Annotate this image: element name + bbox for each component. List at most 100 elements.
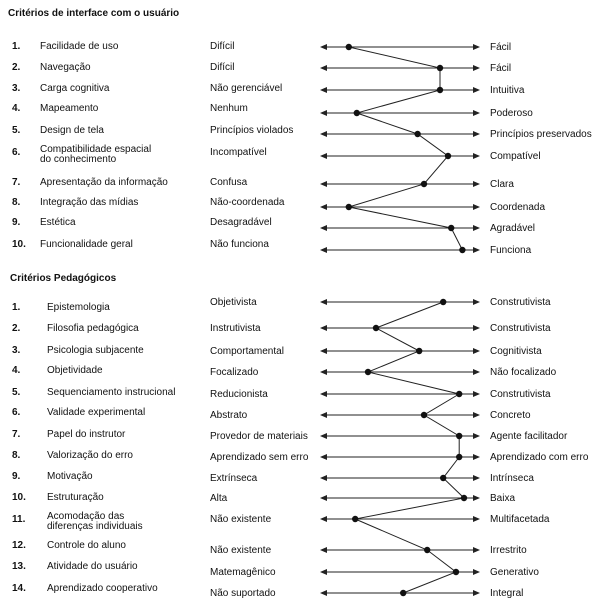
left-arrowhead: [320, 65, 327, 71]
right-anchor-label: Princípios preservados: [490, 129, 592, 140]
row-number: 2.: [12, 323, 21, 334]
left-arrowhead: [320, 131, 327, 137]
right-arrowhead: [473, 391, 480, 397]
left-arrowhead: [320, 433, 327, 439]
left-arrowhead: [320, 247, 327, 253]
right-arrowhead: [473, 475, 480, 481]
rating-dot: [436, 64, 444, 72]
rating-dot: [444, 152, 452, 160]
left-anchor-label: Não suportado: [210, 588, 276, 599]
rating-dot: [456, 432, 463, 440]
criterion-label: Motivação: [47, 471, 93, 482]
row-number: 7.: [12, 177, 21, 188]
row-number: 4.: [12, 365, 21, 376]
criterion-label: Epistemologia: [47, 302, 110, 313]
criterion-label: Validade experimental: [47, 407, 146, 418]
rating-dot: [414, 130, 421, 138]
criterion-label: Estruturação: [47, 492, 104, 503]
rating-dot: [345, 43, 352, 51]
rating-dot: [456, 390, 463, 398]
left-arrowhead: [320, 153, 327, 159]
left-anchor-label: Incompatível: [210, 147, 267, 158]
left-arrowhead: [320, 569, 327, 575]
rating-dot: [436, 86, 444, 94]
criterion-label: Sequenciamento instrucional: [47, 387, 176, 398]
right-arrowhead: [473, 131, 480, 137]
right-arrowhead: [473, 547, 480, 553]
left-anchor-label: Matemagênico: [210, 567, 276, 578]
right-anchor-label: Cognitivista: [490, 346, 542, 357]
left-anchor-label: Provedor de materiais: [210, 431, 308, 442]
right-anchor-label: Aprendizado com erro: [490, 452, 589, 463]
right-arrowhead: [473, 569, 480, 575]
left-anchor-label: Aprendizado sem erro: [210, 452, 309, 463]
criterion-label: Integração das mídias: [40, 197, 139, 208]
rating-dot: [420, 411, 428, 419]
right-anchor-label: Baixa: [490, 493, 516, 504]
right-arrowhead: [473, 204, 480, 210]
left-arrowhead: [320, 181, 327, 187]
left-arrowhead: [320, 590, 327, 596]
right-anchor-label: Agradável: [490, 223, 536, 234]
row-number: 11.: [12, 514, 26, 525]
left-arrowhead: [320, 348, 327, 354]
left-arrowhead: [320, 225, 327, 231]
rating-dot: [364, 368, 372, 376]
pedagogical-profile-line: [353, 301, 466, 594]
left-arrowhead: [320, 454, 327, 460]
right-anchor-label: Integral: [490, 588, 524, 599]
rating-dot: [456, 453, 463, 461]
left-anchor-label: Desagradável: [210, 217, 272, 228]
rating-dot: [416, 347, 423, 355]
right-arrowhead: [473, 454, 480, 460]
left-arrowhead: [320, 412, 327, 418]
right-anchor-label: Generativo: [490, 567, 539, 578]
criterion-label: Aprendizado cooperativo: [47, 583, 158, 594]
left-arrowhead: [320, 204, 327, 210]
right-anchor-label: Fácil: [490, 42, 512, 53]
left-arrowhead: [320, 299, 327, 305]
row-number: 14.: [12, 583, 26, 594]
left-anchor-label: Não-coordenada: [210, 197, 285, 208]
left-anchor-label: Extrínseca: [210, 473, 258, 484]
row-number: 9.: [12, 471, 21, 482]
left-arrowhead: [320, 495, 327, 501]
right-anchor-label: Fácil: [490, 63, 512, 74]
row-number: 3.: [12, 345, 21, 356]
left-anchor-label: Confusa: [210, 177, 248, 188]
row-number: 10.: [12, 492, 26, 503]
left-arrowhead: [320, 44, 327, 50]
pedagogical-section-title: Critérios Pedagógicos: [10, 273, 117, 284]
criterion-label: Facilidade de uso: [40, 41, 119, 52]
right-anchor-label: Intuitiva: [490, 85, 525, 96]
criterion-label: Objetividade: [47, 365, 103, 376]
criterion-label: Filosofia pedagógica: [47, 323, 139, 334]
criterion-label: Valorização do erro: [47, 450, 133, 461]
left-anchor-label: Não gerenciável: [210, 83, 283, 94]
left-anchor-label: Nenhum: [210, 103, 248, 114]
criterion-label: Controle do aluno: [47, 540, 126, 551]
criterion-label: Psicologia subjacente: [47, 345, 144, 356]
criterion-label: Navegação: [40, 62, 91, 73]
left-anchor-label: Alta: [210, 493, 228, 504]
row-number: 8.: [12, 197, 21, 208]
right-anchor-label: Multifacetada: [490, 514, 550, 525]
left-anchor-label: Difícil: [210, 62, 235, 73]
right-arrowhead: [473, 44, 480, 50]
rating-dot: [345, 203, 352, 211]
row-number: 4.: [12, 103, 21, 114]
left-anchor-label: Princípios violados: [210, 125, 294, 136]
rating-dot: [420, 180, 428, 188]
right-arrowhead: [473, 87, 480, 93]
left-anchor-label: Abstrato: [210, 410, 248, 421]
row-number: 3.: [12, 83, 21, 94]
row-number: 6.: [12, 407, 21, 418]
right-arrowhead: [473, 412, 480, 418]
left-anchor-label: Objetivista: [210, 297, 257, 308]
right-anchor-label: Construtivista: [490, 389, 551, 400]
left-anchor-label: Não existente: [210, 514, 272, 525]
rating-dot: [424, 546, 431, 554]
right-arrowhead: [473, 110, 480, 116]
criterion-label: Design de tela: [40, 125, 104, 136]
left-arrowhead: [320, 391, 327, 397]
